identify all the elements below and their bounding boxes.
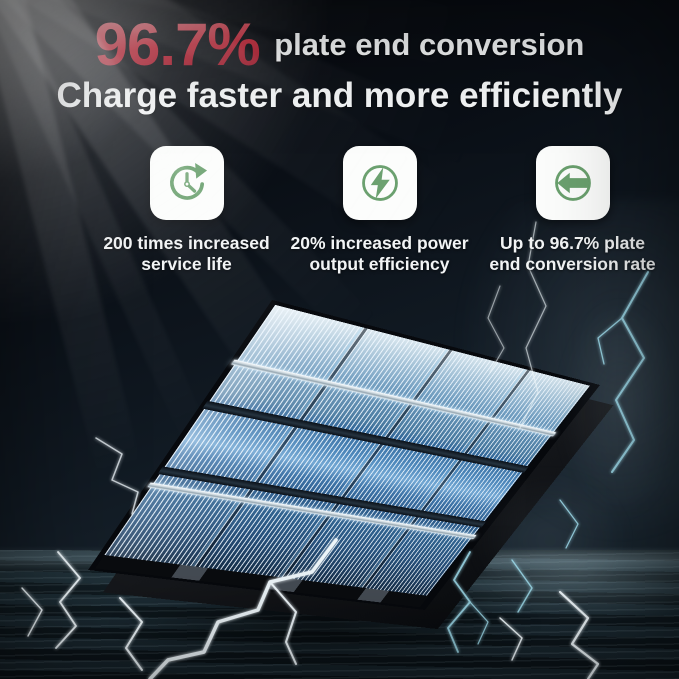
feature-label-line: 200 times increased <box>103 233 270 253</box>
feature-tile <box>535 146 610 220</box>
feature-row: 200 times increased service life 20% inc… <box>0 146 679 276</box>
left-arrow-icon <box>554 165 591 201</box>
feature-label-line: end conversion rate <box>489 254 656 275</box>
feature-tile <box>342 146 417 220</box>
stat-title: plate end conversion <box>274 26 585 62</box>
feature-label: Up to 96.7% plate end conversion rate <box>489 233 655 276</box>
feature-label: 200 times increased service life <box>103 233 269 276</box>
feature-label-line: service life <box>141 254 232 275</box>
feature-service-life: 200 times increased service life <box>90 146 283 276</box>
headline: 96.7% plate end conversion <box>0 10 679 79</box>
lightning-bolt-icon <box>361 165 398 201</box>
subtitle: Charge faster and more efficiently <box>56 76 623 115</box>
feature-label-line: 20% increased power <box>290 233 469 253</box>
feature-label-line: Up to 96.7% plate <box>500 233 645 253</box>
feature-label: 20% increased power output efficiency <box>291 233 469 276</box>
feature-tile <box>149 146 224 220</box>
feature-conversion-rate: Up to 96.7% plate end conversion rate <box>476 146 669 276</box>
feature-label-line: output efficiency <box>309 254 450 275</box>
feature-power-output: 20% increased power output efficiency <box>283 146 476 276</box>
stat-value: 96.7% <box>94 11 261 78</box>
history-clock-icon <box>169 162 207 200</box>
